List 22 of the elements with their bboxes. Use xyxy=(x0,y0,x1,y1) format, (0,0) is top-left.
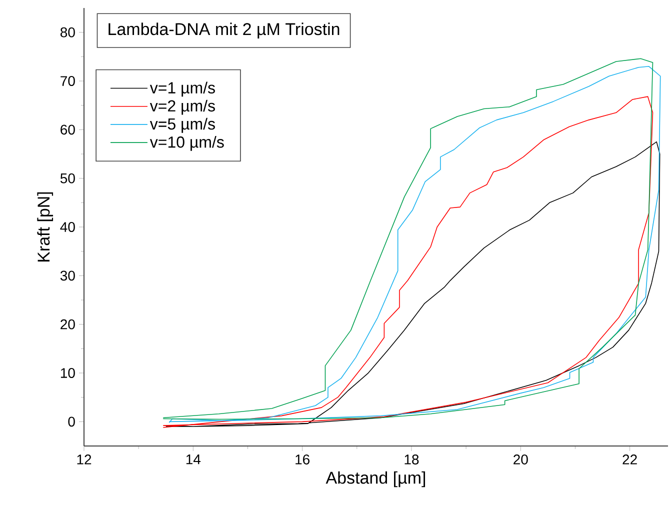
y-tick-label: 40 xyxy=(60,222,75,232)
text: Lambda-DNA mit 2 µM Triostin xyxy=(108,22,340,38)
x-tick-label: 20 xyxy=(514,454,528,464)
y-tick-label: 0 xyxy=(68,416,75,427)
legend-label: v=2 µm/s xyxy=(150,100,215,115)
x-tick-label: 12 xyxy=(77,454,92,464)
x-tick-label: 14 xyxy=(186,454,201,464)
legend-label: v=5 µm/s xyxy=(150,118,215,133)
y-tick-label: 20 xyxy=(60,319,75,330)
x-tick-label: 22 xyxy=(622,454,637,464)
legend-label: v=1 µm/s xyxy=(150,82,215,97)
y-tick-label: 70 xyxy=(60,76,75,86)
y-tick-label: 10 xyxy=(60,368,75,378)
y-axis-title: Kraft [pN] xyxy=(37,192,54,262)
y-tick-label: 50 xyxy=(60,173,75,184)
y-tick-label: 30 xyxy=(60,270,75,281)
y-tick-label: 80 xyxy=(60,27,75,38)
y-tick-label: 60 xyxy=(60,124,75,135)
x-tick-label: 18 xyxy=(404,454,419,464)
legend-label: v=10 µm/s xyxy=(150,136,224,151)
x-tick-label: 16 xyxy=(296,454,310,464)
x-axis-title: Abstand [µm] xyxy=(326,471,426,488)
